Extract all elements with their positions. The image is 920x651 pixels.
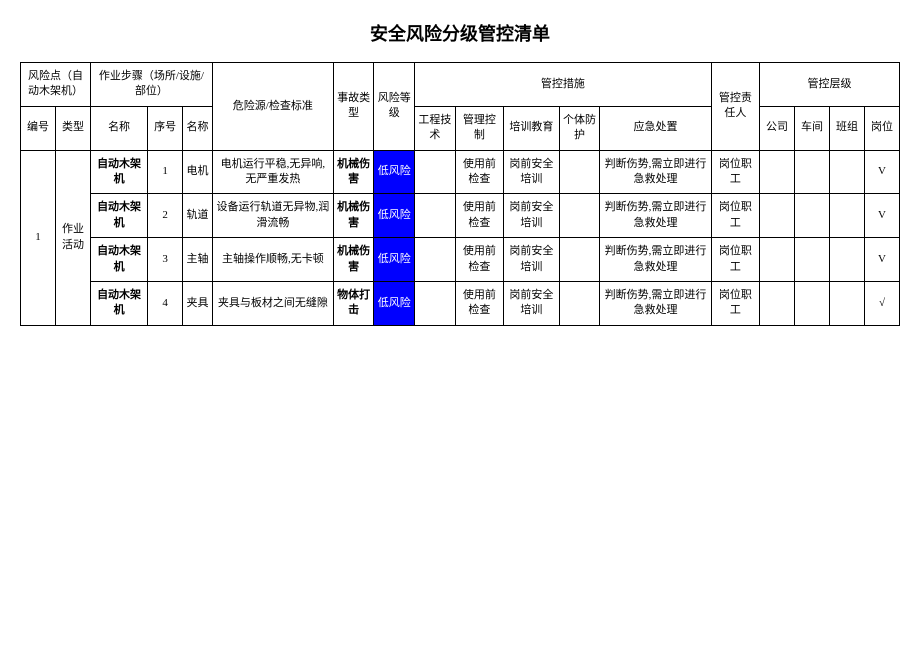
cell-team: [830, 150, 865, 194]
hdr-type: 类型: [56, 106, 91, 150]
cell-mgmt: 使用前检查: [455, 194, 503, 238]
cell-responsible: 岗位职工: [711, 150, 759, 194]
cell-workshop: [795, 281, 830, 325]
cell-risk-level: 低风险: [374, 238, 415, 282]
hdr-post: 岗位: [865, 106, 900, 150]
table-body: 1作业活动自动木架机1电机电机运行平稳,无异响,无严重发热机械伤害低风险使用前检…: [21, 150, 900, 325]
table-row: 自动木架机4夹具夹具与板材之间无缝隙物体打击低风险使用前检查岗前安全培训判断伤势…: [21, 281, 900, 325]
header-row-2: 编号 类型 名称 序号 名称 工程技术 管理控制 培训教育 个体防护 应急处置 …: [21, 106, 900, 150]
cell-post: V: [865, 194, 900, 238]
hdr-seq: 序号: [148, 106, 183, 150]
cell-workshop: [795, 194, 830, 238]
hdr-control-measures: 管控措施: [415, 63, 712, 107]
cell-accident: 机械伤害: [333, 238, 374, 282]
cell-name: 自动木架机: [91, 238, 148, 282]
cell-responsible: 岗位职工: [711, 281, 759, 325]
header-row-1: 风险点（自动木架机） 作业步骤（场所/设施/部位） 危险源/检查标准 事故类型 …: [21, 63, 900, 107]
cell-emergency: 判断伤势,需立即进行急救处理: [600, 150, 711, 194]
hdr-risk-level: 风险等级: [374, 63, 415, 151]
cell-step-name: 主轴: [183, 238, 213, 282]
cell-seq: 1: [148, 150, 183, 194]
cell-risk-level: 低风险: [374, 150, 415, 194]
hdr-team: 班组: [830, 106, 865, 150]
cell-group-type: 作业活动: [56, 150, 91, 325]
cell-seq: 3: [148, 238, 183, 282]
cell-ppe: [559, 281, 600, 325]
cell-company: [760, 150, 795, 194]
hdr-steps: 作业步骤（场所/设施/部位）: [91, 63, 213, 107]
cell-accident: 机械伤害: [333, 150, 374, 194]
cell-step-name: 电机: [183, 150, 213, 194]
cell-company: [760, 238, 795, 282]
hdr-mgmt-control: 管理控制: [455, 106, 503, 150]
cell-training: 岗前安全培训: [503, 150, 559, 194]
cell-engineering: [415, 238, 456, 282]
hdr-name: 名称: [91, 106, 148, 150]
hdr-engineering: 工程技术: [415, 106, 456, 150]
hdr-no: 编号: [21, 106, 56, 150]
cell-accident: 机械伤害: [333, 194, 374, 238]
page-title: 安全风险分级管控清单: [20, 20, 900, 46]
cell-risk-level: 低风险: [374, 194, 415, 238]
cell-emergency: 判断伤势,需立即进行急救处理: [600, 194, 711, 238]
cell-emergency: 判断伤势,需立即进行急救处理: [600, 281, 711, 325]
hdr-company: 公司: [760, 106, 795, 150]
cell-hazard: 夹具与板材之间无缝隙: [212, 281, 333, 325]
cell-workshop: [795, 150, 830, 194]
cell-responsible: 岗位职工: [711, 238, 759, 282]
cell-engineering: [415, 281, 456, 325]
hdr-workshop: 车间: [795, 106, 830, 150]
cell-name: 自动木架机: [91, 194, 148, 238]
cell-seq: 4: [148, 281, 183, 325]
cell-ppe: [559, 194, 600, 238]
cell-post: V: [865, 238, 900, 282]
cell-workshop: [795, 238, 830, 282]
hdr-responsible: 管控责任人: [711, 63, 759, 151]
cell-ppe: [559, 238, 600, 282]
cell-engineering: [415, 150, 456, 194]
cell-risk-level: 低风险: [374, 281, 415, 325]
cell-emergency: 判断伤势,需立即进行急救处理: [600, 238, 711, 282]
cell-ppe: [559, 150, 600, 194]
cell-company: [760, 281, 795, 325]
table-row: 自动木架机2轨道设备运行轨道无异物,润滑流畅机械伤害低风险使用前检查岗前安全培训…: [21, 194, 900, 238]
cell-mgmt: 使用前检查: [455, 238, 503, 282]
hdr-emergency: 应急处置: [600, 106, 711, 150]
cell-engineering: [415, 194, 456, 238]
cell-name: 自动木架机: [91, 281, 148, 325]
hdr-risk-point: 风险点（自动木架机）: [21, 63, 91, 107]
hdr-training: 培训教育: [503, 106, 559, 150]
cell-company: [760, 194, 795, 238]
cell-team: [830, 194, 865, 238]
cell-name: 自动木架机: [91, 150, 148, 194]
cell-seq: 2: [148, 194, 183, 238]
cell-training: 岗前安全培训: [503, 194, 559, 238]
cell-mgmt: 使用前检查: [455, 281, 503, 325]
cell-hazard: 主轴操作顺畅,无卡顿: [212, 238, 333, 282]
cell-training: 岗前安全培训: [503, 281, 559, 325]
cell-step-name: 夹具: [183, 281, 213, 325]
risk-table: 风险点（自动木架机） 作业步骤（场所/设施/部位） 危险源/检查标准 事故类型 …: [20, 62, 900, 326]
hdr-control-level: 管控层级: [760, 63, 900, 107]
cell-group-no: 1: [21, 150, 56, 325]
table-row: 1作业活动自动木架机1电机电机运行平稳,无异响,无严重发热机械伤害低风险使用前检…: [21, 150, 900, 194]
cell-hazard: 设备运行轨道无异物,润滑流畅: [212, 194, 333, 238]
hdr-hazard: 危险源/检查标准: [212, 63, 333, 151]
cell-responsible: 岗位职工: [711, 194, 759, 238]
cell-team: [830, 238, 865, 282]
cell-accident: 物体打击: [333, 281, 374, 325]
cell-post: √: [865, 281, 900, 325]
cell-mgmt: 使用前检查: [455, 150, 503, 194]
cell-team: [830, 281, 865, 325]
hdr-step-name: 名称: [183, 106, 213, 150]
cell-post: V: [865, 150, 900, 194]
hdr-ppe: 个体防护: [559, 106, 600, 150]
table-row: 自动木架机3主轴主轴操作顺畅,无卡顿机械伤害低风险使用前检查岗前安全培训判断伤势…: [21, 238, 900, 282]
hdr-accident-type: 事故类型: [333, 63, 374, 151]
cell-step-name: 轨道: [183, 194, 213, 238]
cell-hazard: 电机运行平稳,无异响,无严重发热: [212, 150, 333, 194]
cell-training: 岗前安全培训: [503, 238, 559, 282]
